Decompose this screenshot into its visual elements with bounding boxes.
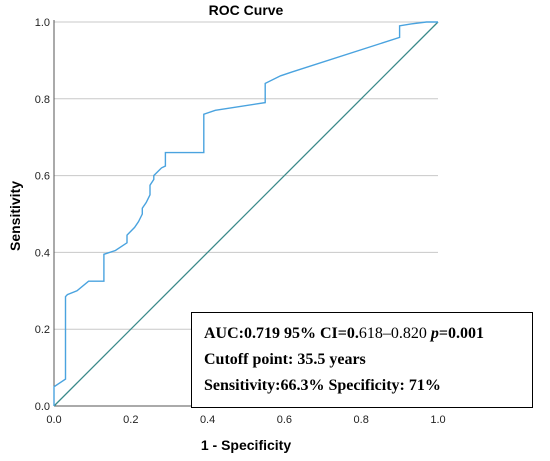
x-tick-label: 1.0 (430, 414, 445, 426)
sensitivity-specificity-line: Sensitivity:66.3% Specificity: 71% (204, 377, 441, 394)
y-tick-label: 0.2 (35, 324, 50, 336)
y-tick-label: 0.8 (35, 94, 50, 106)
statistics-box: AUC:0.719 95% CI=0.618–0.820 p=0.001 Cut… (191, 312, 533, 408)
p-label: p (430, 325, 439, 342)
x-axis-title: 1 - Specificity (201, 437, 291, 453)
y-tick-label: 1.0 (35, 17, 50, 29)
y-tick-label: 0.0 (35, 401, 50, 413)
x-tick-label: 0.0 (46, 414, 61, 426)
grid-lines (54, 21, 438, 330)
x-tick-label: 0.6 (277, 414, 292, 426)
ci-label: 95% CI=0. (280, 325, 359, 342)
auc-value: 0.719 (244, 325, 280, 342)
ci-range: 618–0.820 (358, 325, 427, 342)
y-tick-label: 0.6 (35, 171, 50, 183)
auc-line: AUC:0.719 95% CI=0.618–0.820 p=0.001 (204, 321, 532, 347)
chart-title: ROC Curve (209, 2, 284, 18)
y-axis-title: Sensitivity (7, 181, 23, 251)
x-tick-label: 0.8 (354, 414, 369, 426)
tick-labels: 0.0 0.2 0.4 0.6 0.8 1.0 0.0 0.2 0.4 0.6 0.8 1.0 (35, 17, 446, 426)
x-tick-label: 0.4 (200, 414, 215, 426)
p-value: =0.001 (438, 325, 485, 342)
y-tick-label: 0.4 (35, 247, 50, 259)
reference-diagonal-line (53, 21, 439, 407)
roc-curve-line (53, 21, 438, 406)
x-tick-label: 0.2 (123, 414, 138, 426)
auc-label: AUC: (204, 325, 244, 342)
cutoff-line: Cutoff point: 35.5 years (204, 351, 366, 368)
